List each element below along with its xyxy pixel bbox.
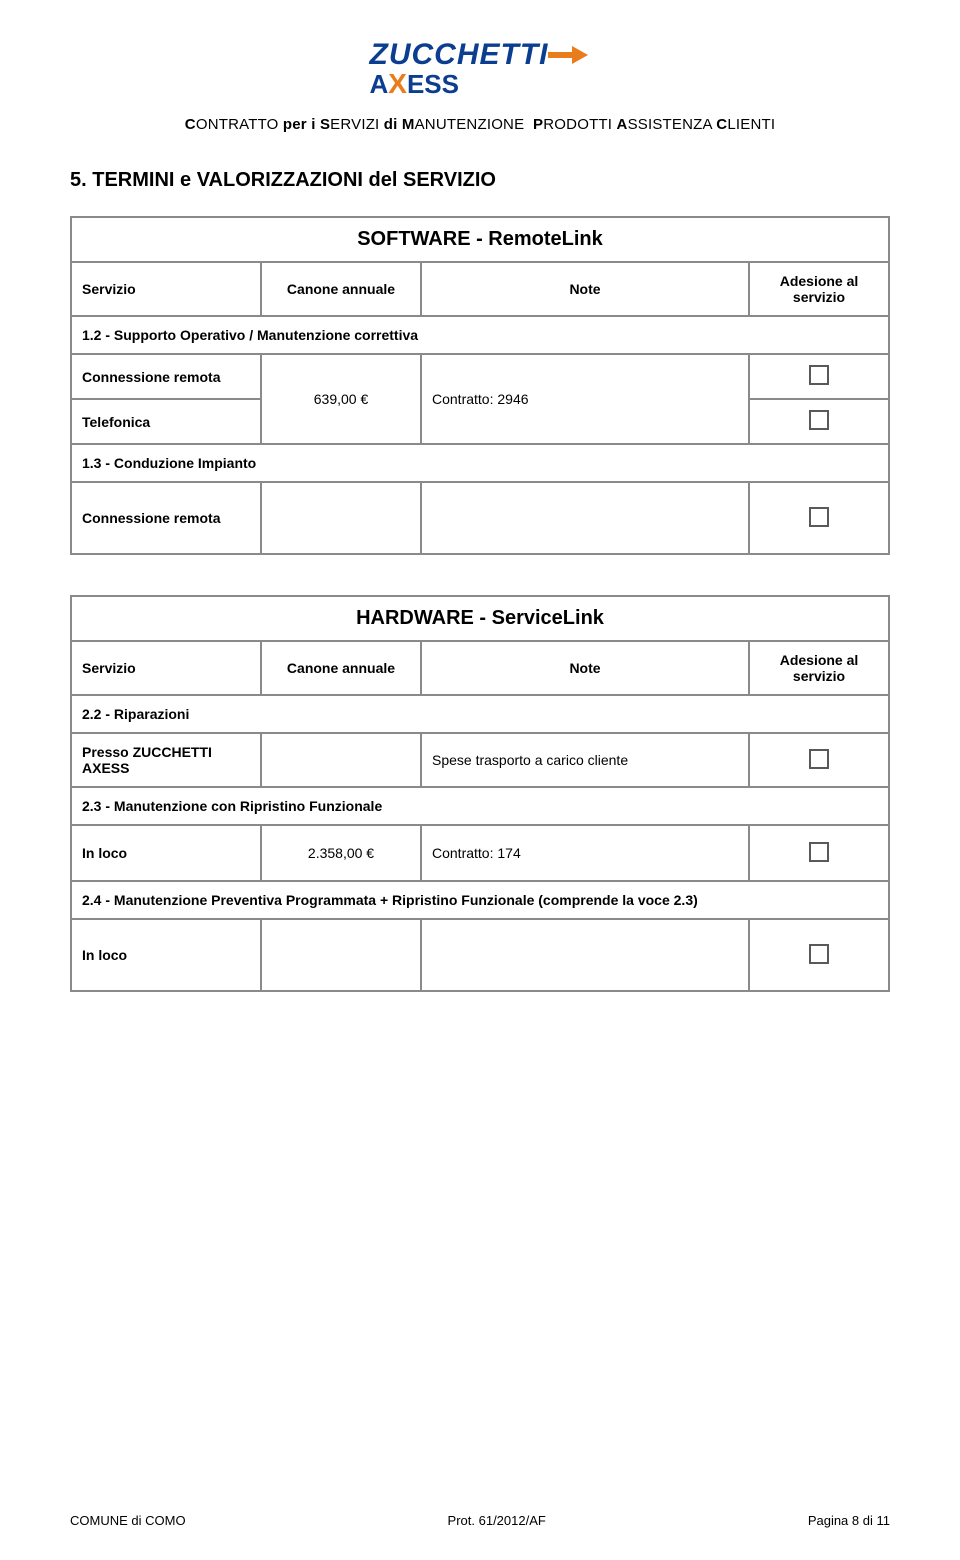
page-container: ZUCCHETTI AXESS CONTRATTO per i SERVIZI … xyxy=(0,0,960,1560)
row-presso-canone xyxy=(261,733,421,787)
sub-1-3: 1.3 - Conduzione Impianto xyxy=(71,444,889,482)
checkbox-icon[interactable] xyxy=(809,507,829,527)
footer-mid: Prot. 61/2012/AF xyxy=(448,1513,546,1528)
row-conn2-canone xyxy=(261,482,421,554)
page-banner: CONTRATTO per i SERVIZI di MANUTENZIONE … xyxy=(70,116,890,133)
row-inloco2-note xyxy=(421,919,749,991)
footer-right: Pagina 8 di 11 xyxy=(808,1513,890,1528)
th2-adesione: Adesione al servizio xyxy=(749,641,889,695)
th-note: Note xyxy=(421,262,749,316)
checkbox-icon[interactable] xyxy=(809,410,829,430)
row-inloco2-checkbox-cell xyxy=(749,919,889,991)
th2-servizio: Servizio xyxy=(71,641,261,695)
th-canone: Canone annuale xyxy=(261,262,421,316)
row-inloco1-note: Contratto: 174 xyxy=(421,825,749,881)
th2-canone: Canone annuale xyxy=(261,641,421,695)
row-conn-label: Connessione remota xyxy=(71,354,261,399)
arrow-icon xyxy=(548,44,590,66)
table2-title: HARDWARE - ServiceLink xyxy=(71,596,889,641)
row-tel-label: Telefonica xyxy=(71,399,261,444)
logo-wrap: ZUCCHETTI AXESS xyxy=(70,40,890,98)
row-conn-checkbox-cell xyxy=(749,354,889,399)
th-adesione: Adesione al servizio xyxy=(749,262,889,316)
row-inloco1-canone: 2.358,00 € xyxy=(261,825,421,881)
row-inloco2-canone xyxy=(261,919,421,991)
row-presso-note: Spese trasporto a carico cliente xyxy=(421,733,749,787)
row-inloco2-label: In loco xyxy=(71,919,261,991)
sub-2-3: 2.3 - Manutenzione con Ripristino Funzio… xyxy=(71,787,889,825)
footer-left: COMUNE di COMO xyxy=(70,1513,186,1528)
sub-1-2: 1.2 - Supporto Operativo / Manutenzione … xyxy=(71,316,889,354)
row-conn2-label: Connessione remota xyxy=(71,482,261,554)
software-table: SOFTWARE - RemoteLink Servizio Canone an… xyxy=(70,216,890,555)
checkbox-icon[interactable] xyxy=(809,749,829,769)
row-presso-checkbox-cell xyxy=(749,733,889,787)
checkbox-icon[interactable] xyxy=(809,365,829,385)
logo-text-1: ZUCCHETTI xyxy=(370,40,549,70)
sub-2-2: 2.2 - Riparazioni xyxy=(71,695,889,733)
th-servizio: Servizio xyxy=(71,262,261,316)
footer: COMUNE di COMO Prot. 61/2012/AF Pagina 8… xyxy=(70,1513,890,1528)
row-inloco1-label: In loco xyxy=(71,825,261,881)
row-conn2-checkbox-cell xyxy=(749,482,889,554)
row-tel-checkbox-cell xyxy=(749,399,889,444)
section-title: 5. TERMINI e VALORIZZAZIONI del SERVIZIO xyxy=(70,169,890,192)
row-inloco1-checkbox-cell xyxy=(749,825,889,881)
checkbox-icon[interactable] xyxy=(809,842,829,862)
row-conn2-note xyxy=(421,482,749,554)
logo-text-2: AXESS xyxy=(370,70,591,98)
row-conn-canone: 639,00 € xyxy=(261,354,421,444)
hardware-table: HARDWARE - ServiceLink Servizio Canone a… xyxy=(70,595,890,992)
row-conn-note: Contratto: 2946 xyxy=(421,354,749,444)
sub-2-4: 2.4 - Manutenzione Preventiva Programmat… xyxy=(71,881,889,919)
table1-title: SOFTWARE - RemoteLink xyxy=(71,217,889,262)
checkbox-icon[interactable] xyxy=(809,944,829,964)
logo: ZUCCHETTI AXESS xyxy=(370,40,591,98)
th2-note: Note xyxy=(421,641,749,695)
row-presso-label: Presso ZUCCHETTI AXESS xyxy=(71,733,261,787)
